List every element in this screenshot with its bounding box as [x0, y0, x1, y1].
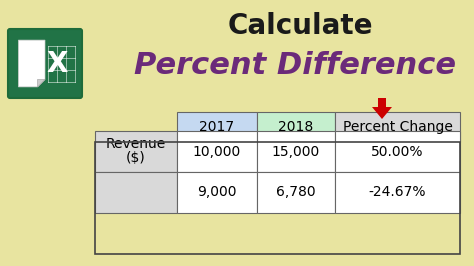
Bar: [95, 131, 177, 172]
Polygon shape: [18, 40, 45, 87]
FancyBboxPatch shape: [8, 29, 82, 98]
Text: Percent Change: Percent Change: [343, 120, 453, 134]
Text: ($): ($): [126, 152, 146, 165]
Bar: [257, 172, 335, 213]
Bar: [95, 142, 460, 254]
Polygon shape: [378, 98, 386, 107]
Text: 9,000: 9,000: [197, 185, 237, 200]
Text: 2017: 2017: [200, 120, 235, 134]
Bar: [95, 172, 177, 213]
Bar: [177, 172, 257, 213]
Bar: [95, 112, 177, 142]
Bar: [257, 112, 335, 142]
Text: 10,000: 10,000: [193, 144, 241, 159]
Text: Revenue: Revenue: [106, 138, 166, 152]
Text: 15,000: 15,000: [272, 144, 320, 159]
Bar: [335, 131, 460, 172]
Bar: [177, 131, 257, 172]
Polygon shape: [372, 107, 392, 119]
Text: Calculate: Calculate: [227, 12, 373, 40]
Bar: [177, 112, 257, 142]
Text: 6,780: 6,780: [276, 185, 316, 200]
Text: 2018: 2018: [278, 120, 314, 134]
Text: X: X: [47, 49, 68, 77]
Text: -24.67%: -24.67%: [369, 185, 426, 200]
Bar: [257, 131, 335, 172]
Bar: [335, 112, 460, 142]
Bar: [335, 172, 460, 213]
Text: 50.00%: 50.00%: [371, 144, 424, 159]
Text: Percent Difference: Percent Difference: [134, 52, 456, 81]
Polygon shape: [37, 80, 45, 87]
